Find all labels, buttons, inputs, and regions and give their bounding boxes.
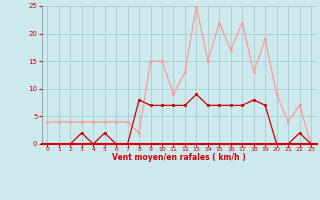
X-axis label: Vent moyen/en rafales ( km/h ): Vent moyen/en rafales ( km/h ) bbox=[112, 153, 246, 162]
